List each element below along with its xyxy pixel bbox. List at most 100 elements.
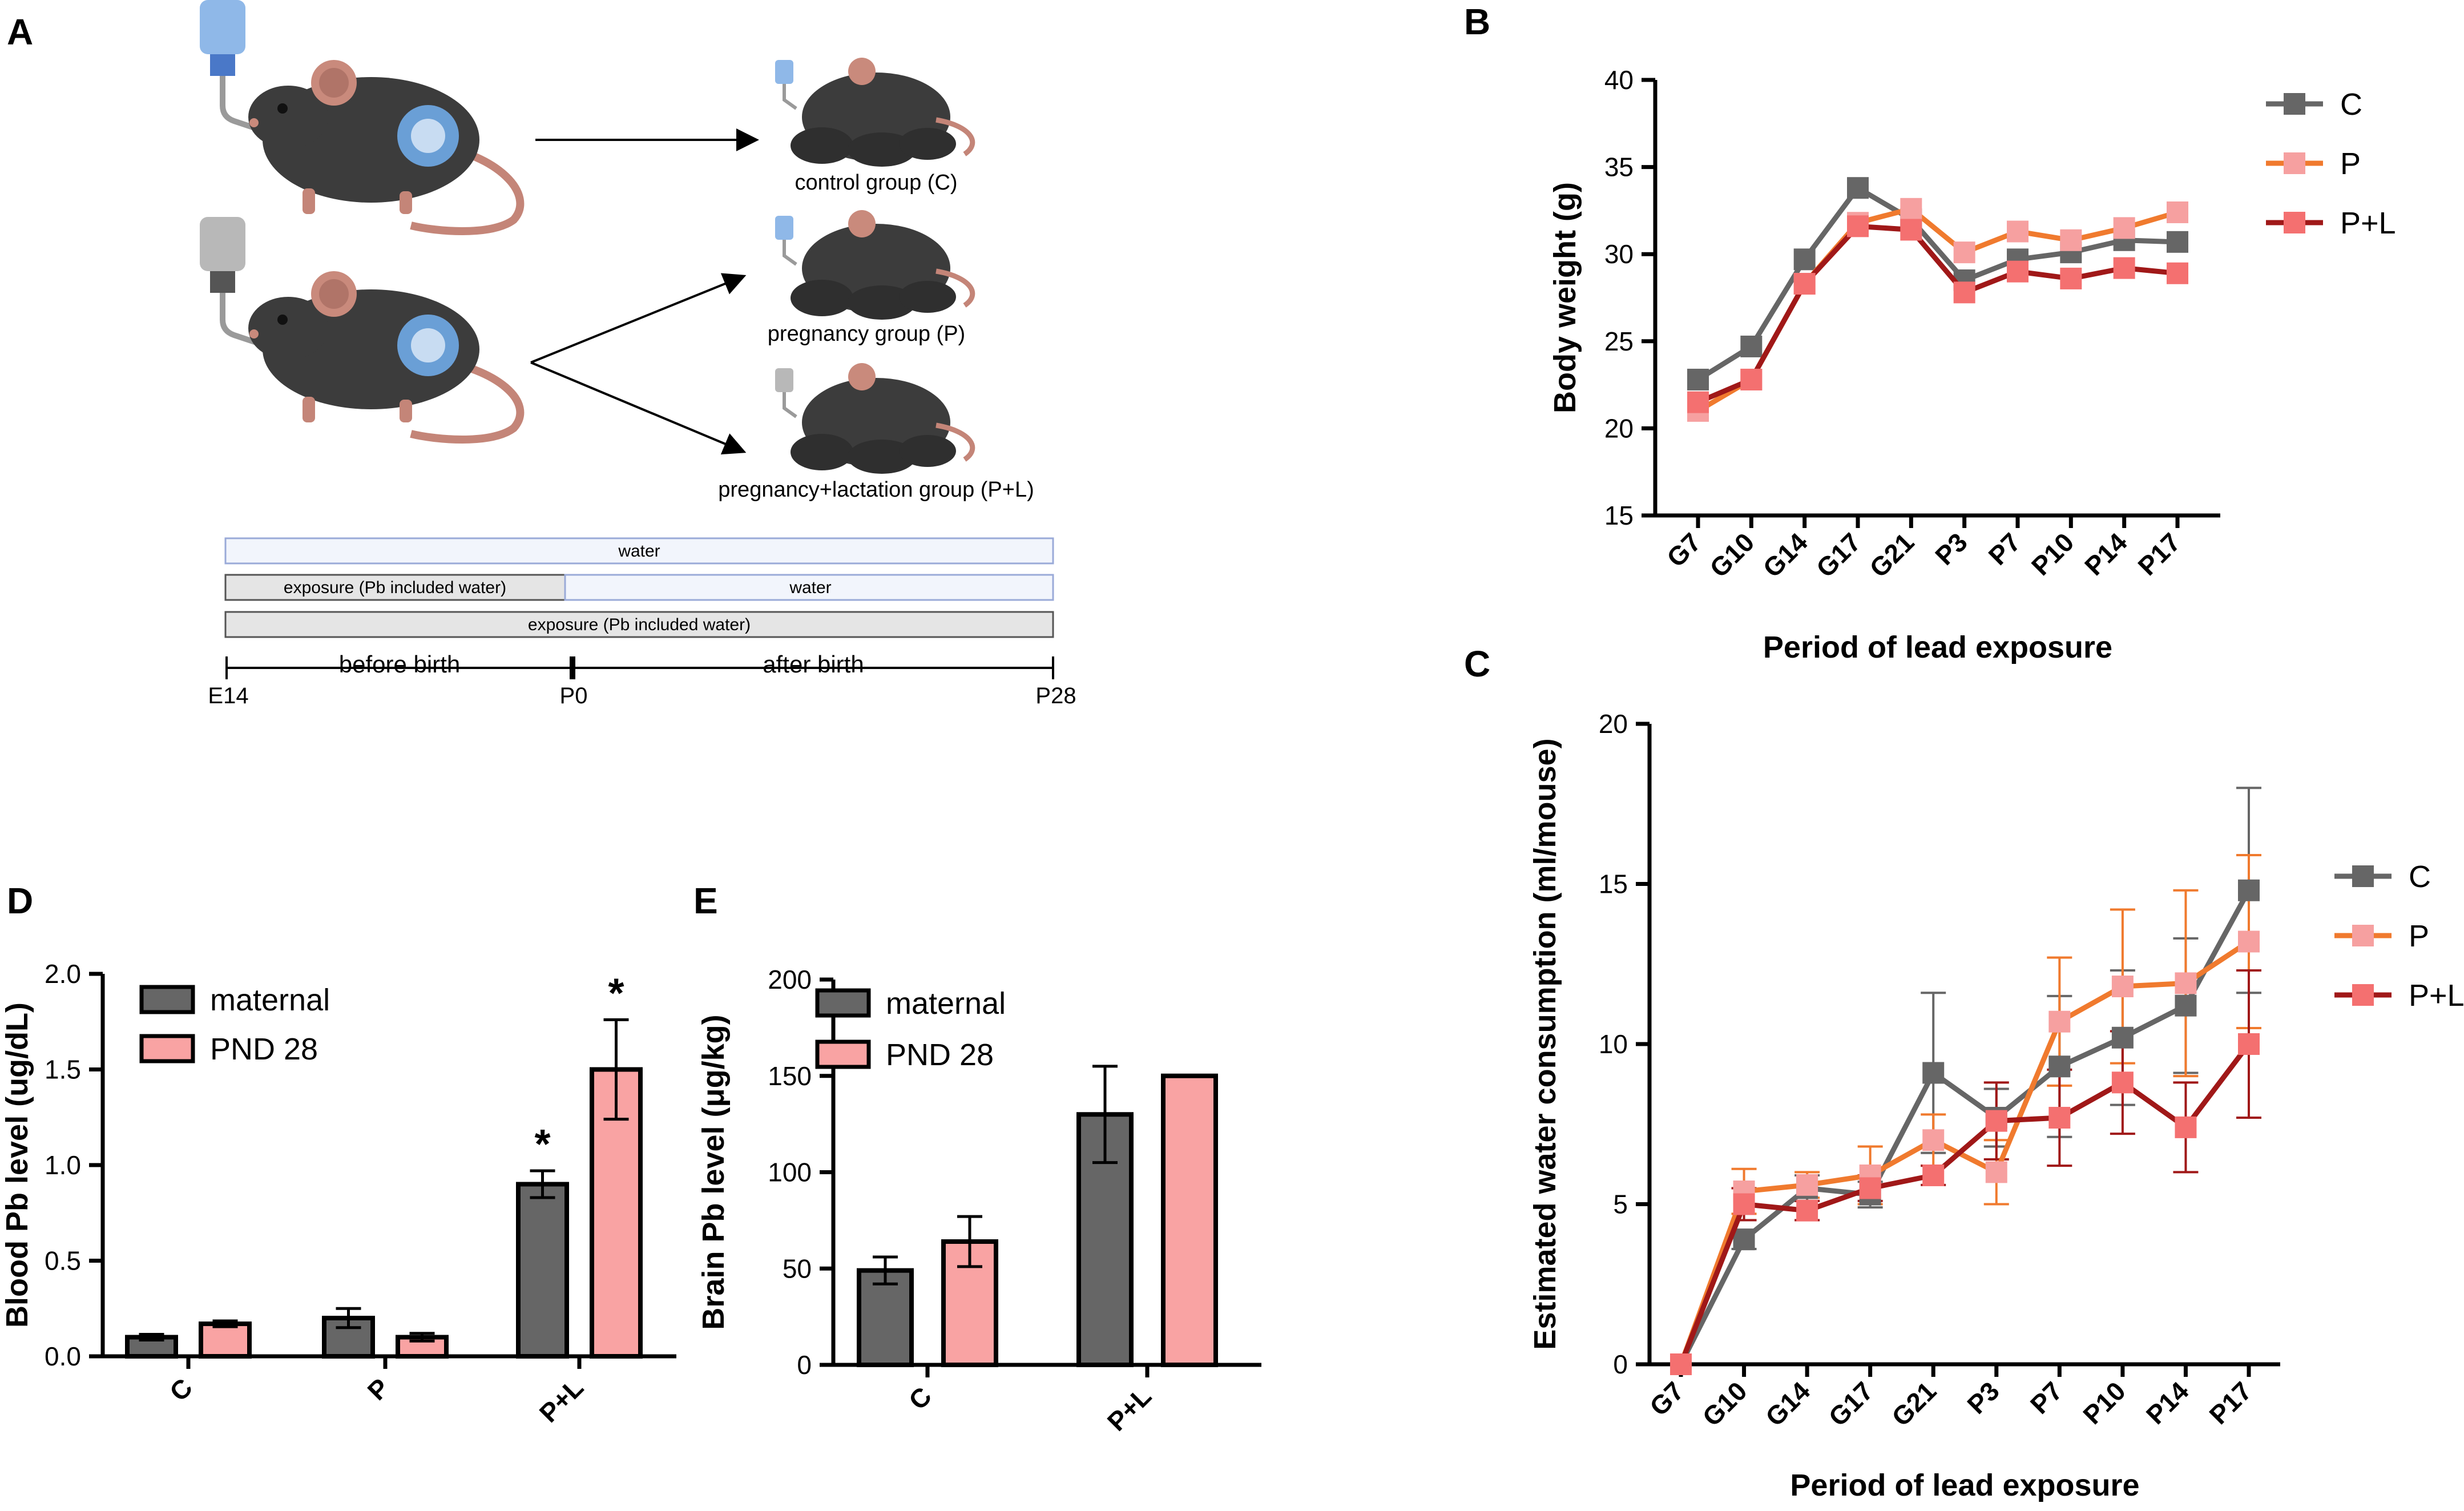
x-axis-title: Period of lead exposure <box>1790 1468 2139 1502</box>
error-bar-pnd-28 <box>957 1215 982 1268</box>
fetus-icon <box>397 315 459 376</box>
data-point-pll <box>1733 1193 1755 1215</box>
bar-pnd-28 <box>199 1321 252 1359</box>
data-point-p <box>2111 976 2134 998</box>
mouse-icon <box>248 60 525 235</box>
x-tick-label: G10 <box>1704 527 1760 583</box>
data-point-c <box>2175 994 2197 1017</box>
y-tick-label: 10 <box>1599 1029 1628 1059</box>
arrow-to-pregnancy-lactation <box>530 361 747 455</box>
error-bar-pnd-28 <box>212 1319 238 1328</box>
data-point-pll <box>2048 1107 2071 1129</box>
error-bar-maternal <box>530 1169 555 1199</box>
group-label-pregnancy: pregnancy group (P) <box>768 322 965 346</box>
legend-label-pnd-28: PND 28 <box>210 1032 318 1066</box>
legend-marker-pll <box>2284 212 2305 233</box>
panel-letter-c: C <box>1464 643 1490 684</box>
x-tick-label: P+L <box>534 1372 589 1428</box>
data-point-c <box>1847 177 1869 199</box>
x-tick-label: P10 <box>2026 527 2080 581</box>
y-tick-label: 15 <box>1599 869 1628 899</box>
group-label-pregnancy-lactation: pregnancy+lactation group (P+L) <box>718 478 1034 502</box>
data-point-p <box>2113 217 2135 239</box>
legend-marker-p <box>2284 152 2305 174</box>
error-bar-pnd-28 <box>603 1018 629 1121</box>
x-tick-label: P14 <box>2079 527 2133 581</box>
panel-letter-d: D <box>7 880 33 921</box>
series-line-pll <box>1697 223 2178 405</box>
x-tick-label: G7 <box>1644 1376 1689 1421</box>
data-point-pll <box>2111 1071 2134 1094</box>
legend-marker-pll <box>2352 984 2374 1006</box>
x-tick-label: P+L <box>1102 1381 1157 1436</box>
timeline-before-birth: before birth <box>339 651 460 678</box>
data-point-pll <box>2238 1033 2260 1055</box>
legend-marker-p <box>2352 925 2374 946</box>
y-tick-label: 150 <box>768 1061 812 1091</box>
data-point-p <box>1953 241 1975 264</box>
significance-star: * <box>608 970 624 1016</box>
data-point-p <box>1796 1174 1818 1196</box>
x-tick-label: G14 <box>1760 1376 1816 1432</box>
y-tick-label: 25 <box>1604 327 1634 356</box>
data-point-p <box>1922 1129 1945 1151</box>
x-tick-label: G21 <box>1864 527 1919 583</box>
error-bar-maternal <box>873 1255 898 1286</box>
data-point-c <box>1687 368 1709 390</box>
data-point-p <box>2175 972 2197 994</box>
y-tick-label: 0 <box>797 1350 812 1380</box>
legend-label-p: P <box>2340 147 2361 181</box>
data-point-c <box>2048 1055 2071 1078</box>
x-tick-label: G10 <box>1696 1376 1752 1432</box>
x-tick-label: P3 <box>1929 527 1973 571</box>
bar-pnd-28 <box>1161 1073 1218 1367</box>
series-line-p <box>1696 206 2179 413</box>
legend-marker-c <box>2284 93 2305 115</box>
x-tick-label: G14 <box>1757 527 1813 583</box>
bar-maternal <box>516 1182 569 1359</box>
data-point-c <box>2111 1026 2134 1049</box>
data-point-c <box>1922 1062 1945 1084</box>
panel-letter-b: B <box>1464 1 1490 42</box>
timeline-water-bar-after <box>564 574 1054 601</box>
legend-label-c: C <box>2340 87 2362 122</box>
series-line-c <box>1696 185 2178 382</box>
panel-letter-e: E <box>693 880 718 921</box>
timeline-mid-label: P0 <box>560 683 588 708</box>
data-point-pll <box>2113 257 2135 279</box>
legend-label-maternal: maternal <box>886 986 1006 1021</box>
x-tick-label: G17 <box>1810 527 1866 583</box>
timeline-after-birth: after birth <box>763 651 864 678</box>
y-axis-title: Estimated water consumption (ml/mouse) <box>1528 738 1562 1349</box>
legend-label-pnd-28: PND 28 <box>886 1038 994 1072</box>
data-point-p <box>2048 1010 2071 1033</box>
y-tick-label: 2.0 <box>45 959 81 989</box>
legend-marker-c <box>2352 865 2374 887</box>
timeline-end-label: P28 <box>1035 683 1076 708</box>
bottle-icon <box>200 217 269 349</box>
x-tick-label: C <box>164 1372 198 1407</box>
legend-label-pll: P+L <box>2409 978 2464 1013</box>
legend-label-pll: P+L <box>2340 206 2396 240</box>
x-tick-label: P10 <box>2077 1376 2131 1430</box>
x-tick-label: P7 <box>1983 527 2027 571</box>
timeline-exposure-bar-full <box>224 611 1054 638</box>
data-point-c <box>2167 231 2188 253</box>
error-bar-maternal <box>336 1307 361 1329</box>
panel-a: A <box>7 0 1076 708</box>
data-point-c <box>1733 1228 1755 1251</box>
pups-icon <box>775 58 975 167</box>
legend-swatch-maternal <box>815 988 871 1018</box>
y-tick-label: 50 <box>783 1254 812 1283</box>
panel-e: E 0 50 100 150 200 Brain Pb level (μg/kg) C P+L… <box>693 880 1261 1437</box>
data-point-p <box>1985 1161 2007 1183</box>
series-line-p <box>1678 939 2251 1365</box>
x-axis-title: Period of lead exposure <box>1763 630 2112 664</box>
x-tick-label: P3 <box>1961 1376 2005 1420</box>
data-point-pll <box>2167 262 2188 284</box>
legend-label-c: C <box>2409 860 2431 894</box>
arrow-to-pregnancy <box>530 273 747 364</box>
x-tick-label: P <box>362 1372 395 1405</box>
legend-swatch-maternal <box>139 985 195 1014</box>
